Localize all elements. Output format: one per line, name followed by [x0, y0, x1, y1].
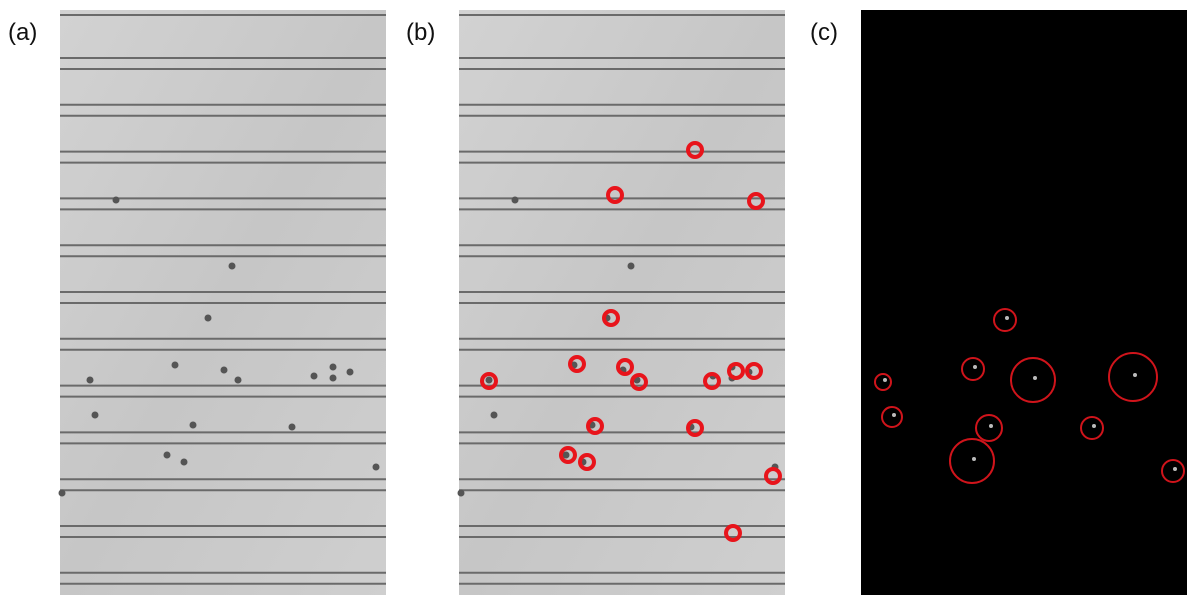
particle	[163, 451, 171, 459]
detection-ring	[602, 309, 620, 327]
particle	[220, 366, 228, 374]
detections	[480, 141, 1185, 542]
detection-ring	[961, 357, 985, 381]
detection-ring	[686, 419, 704, 437]
detection-ring	[1080, 416, 1104, 440]
particle	[485, 376, 493, 384]
bright-spot	[1005, 316, 1009, 320]
particle	[310, 372, 318, 380]
particle	[234, 376, 242, 384]
particle	[329, 363, 337, 371]
bright-spot	[892, 413, 896, 417]
particle	[346, 368, 354, 376]
particle	[58, 489, 66, 497]
detection-ring	[630, 373, 648, 391]
bright-spot	[1173, 467, 1177, 471]
bright-spot	[973, 365, 977, 369]
detection-ring	[993, 308, 1017, 332]
detection-ring	[586, 417, 604, 435]
bright-spot	[1092, 424, 1096, 428]
particle	[288, 423, 296, 431]
particle	[204, 314, 212, 322]
detection-ring	[1108, 352, 1158, 402]
detection-ring	[724, 524, 742, 542]
detection-ring	[703, 372, 721, 390]
particle	[511, 196, 519, 204]
particle	[112, 196, 120, 204]
detection-ring	[606, 186, 624, 204]
detection-ring	[578, 453, 596, 471]
particle	[627, 262, 635, 270]
particle	[171, 361, 179, 369]
detection-ring	[747, 192, 765, 210]
detection-ring	[975, 414, 1003, 442]
particle	[91, 411, 99, 419]
particle	[228, 262, 236, 270]
detection-ring	[727, 362, 745, 380]
panel-label: (a)	[8, 19, 37, 46]
detection-ring	[949, 438, 995, 484]
particle	[329, 374, 337, 382]
detection-ring	[1010, 357, 1056, 403]
bright-spot	[1133, 373, 1137, 377]
detection-ring	[480, 372, 498, 390]
detection-ring	[874, 373, 892, 391]
particle	[180, 458, 188, 466]
particle	[490, 411, 498, 419]
detection-ring	[1161, 459, 1185, 483]
panel-label: (c)	[810, 19, 838, 46]
channel-lines	[60, 14, 785, 585]
panel-label: (b)	[406, 19, 435, 46]
particle	[86, 376, 94, 384]
bright-spot	[989, 424, 993, 428]
bright-spot	[1033, 376, 1037, 380]
detection-ring	[568, 355, 586, 373]
particle	[562, 451, 570, 459]
bright-spot	[972, 457, 976, 461]
detection-ring	[616, 358, 634, 376]
detection-ring	[745, 362, 763, 380]
detection-ring	[686, 141, 704, 159]
detection-ring	[881, 406, 903, 428]
panel-c-image	[861, 10, 1187, 595]
detection-ring	[764, 467, 782, 485]
detection-ring	[559, 446, 577, 464]
particle	[457, 489, 465, 497]
bright-spot	[883, 378, 887, 382]
particle	[372, 463, 380, 471]
particle	[189, 421, 197, 429]
